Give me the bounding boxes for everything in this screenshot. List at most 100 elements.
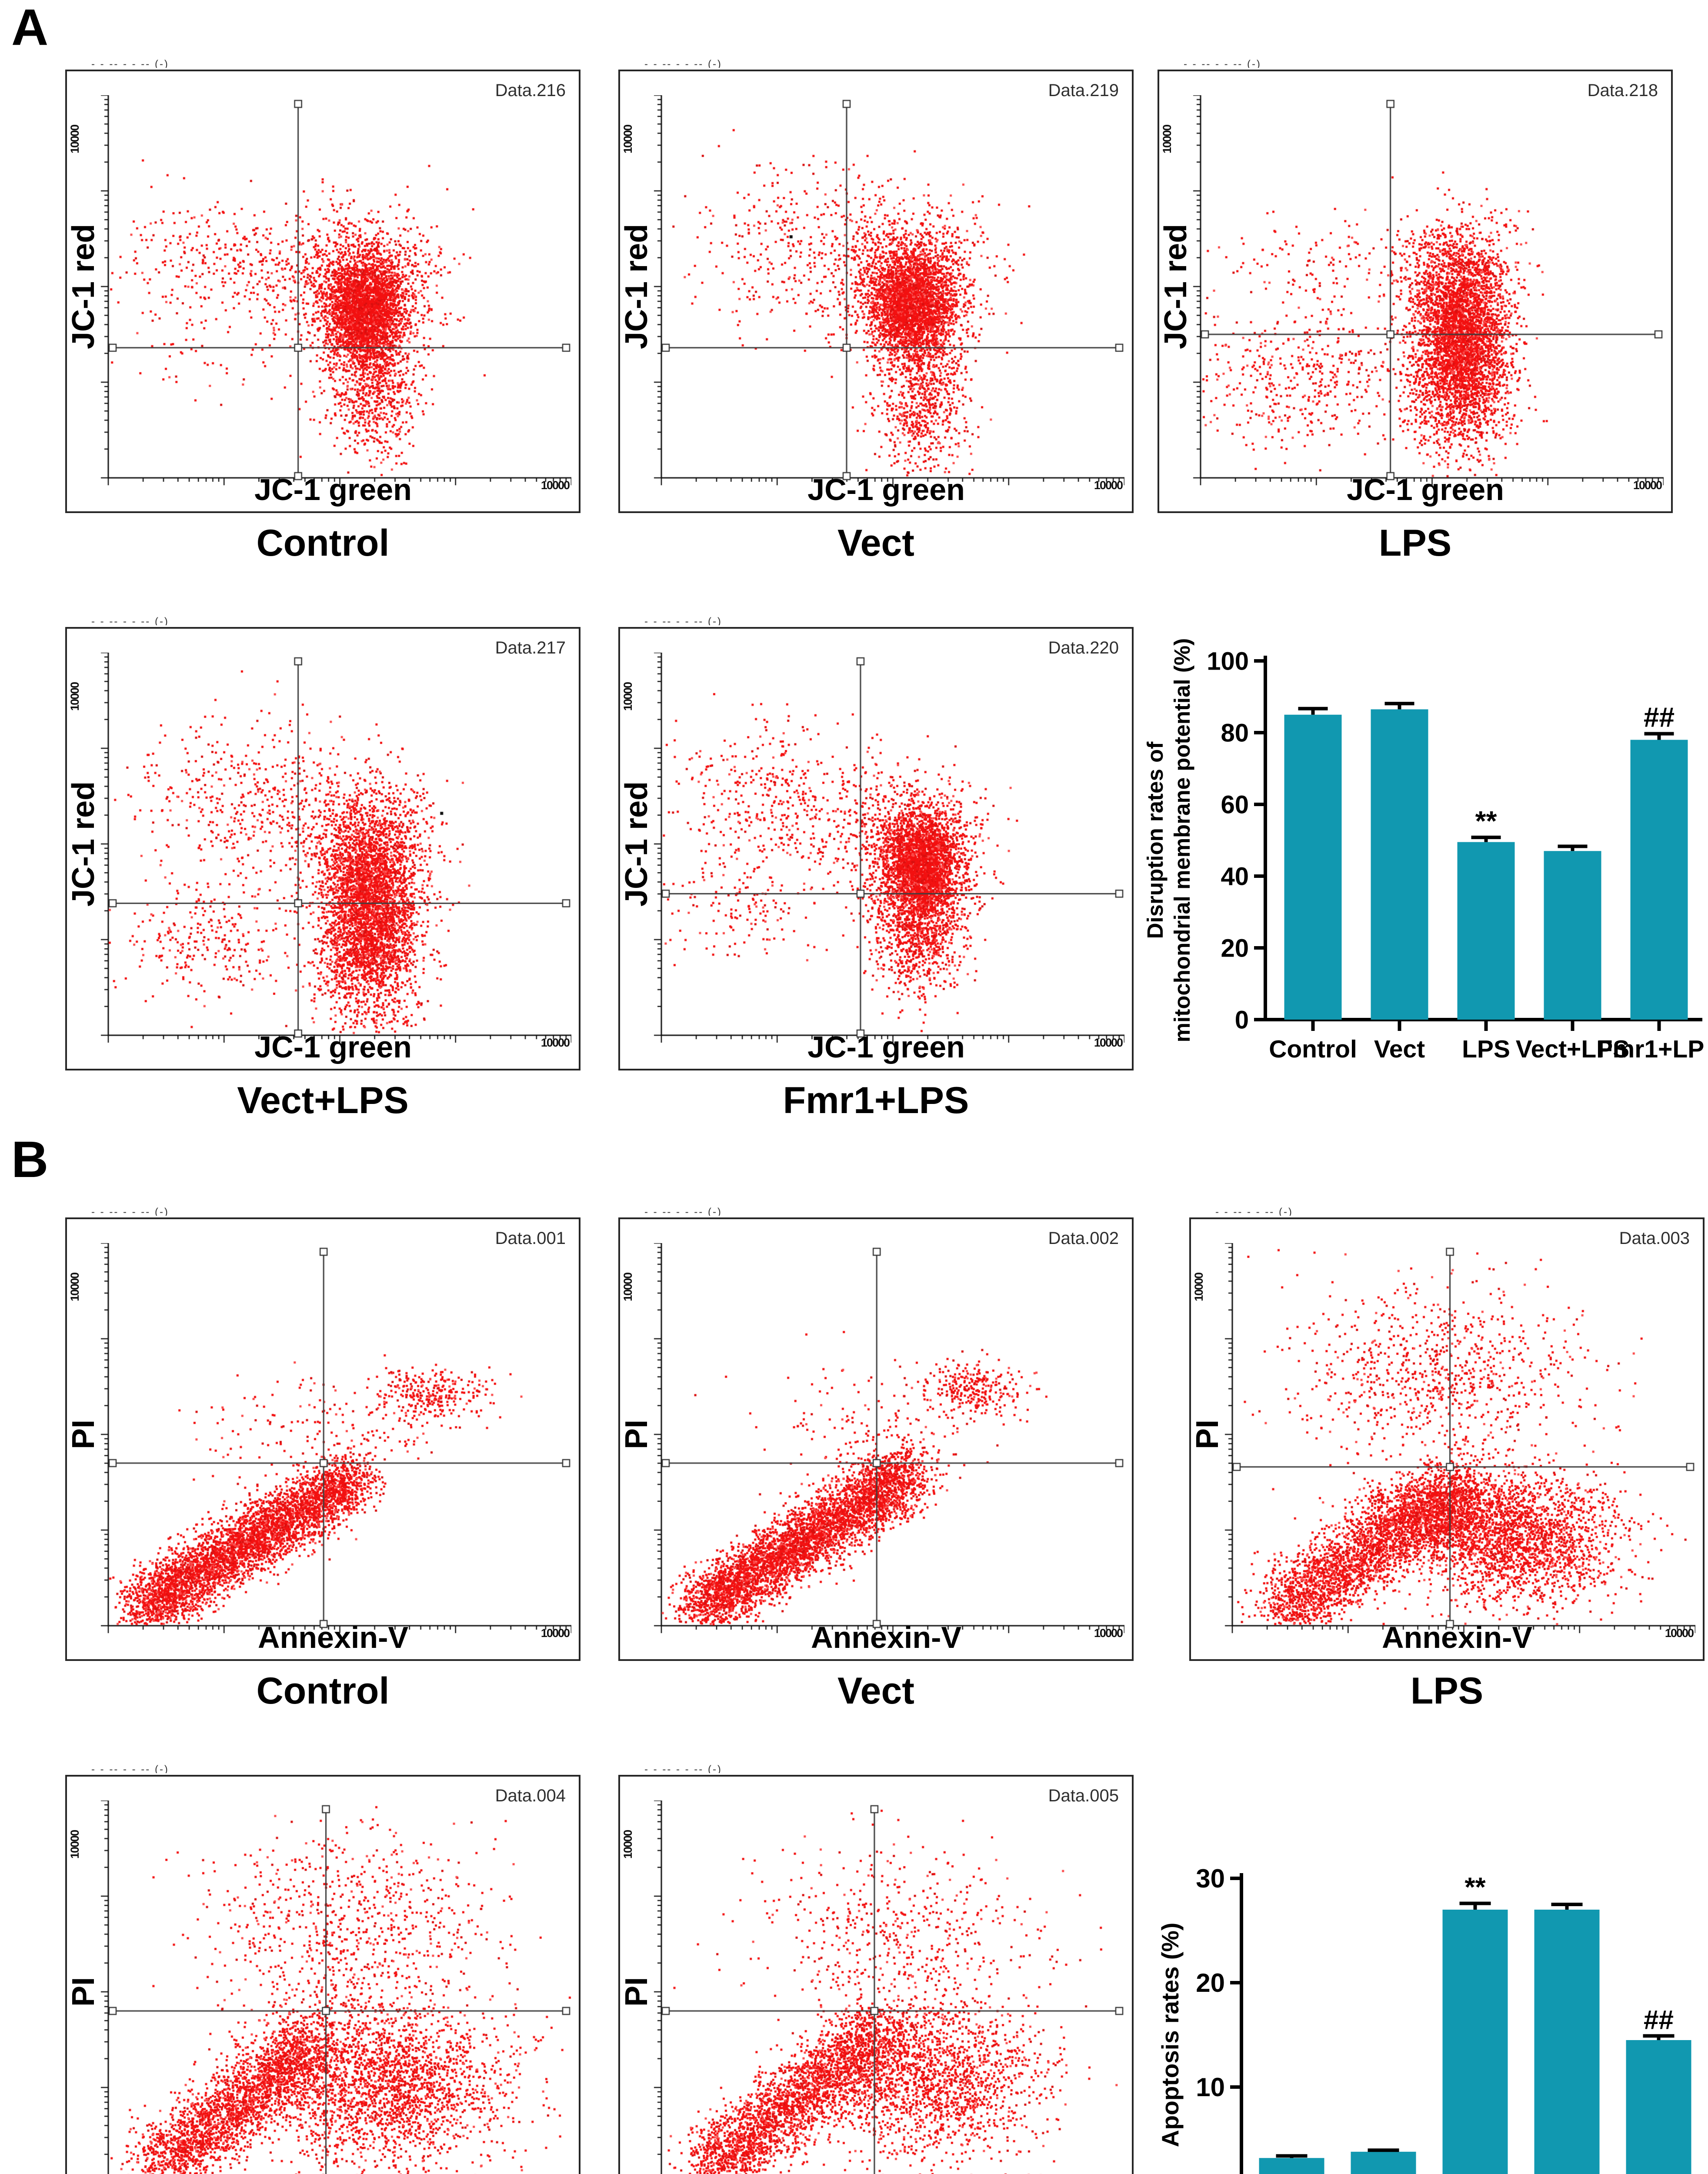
flow-plot-b-vect: - - -- - - -- (-) Data.002 10000 PI Anne… xyxy=(618,1206,1134,1724)
scatter-canvas xyxy=(644,1801,1124,2174)
y-axis-max-label: 10000 xyxy=(621,1830,634,1859)
y-axis-max-label: 10000 xyxy=(68,1830,81,1859)
bar-chart-apoptosis-rates: 0102030Apoptosis rates (%)ControlVect**L… xyxy=(1152,1853,1708,2174)
y-axis-max-label: 10000 xyxy=(621,682,634,711)
y-tick-label: 100 xyxy=(1207,647,1249,675)
bar-chart-mmp-disruption: 0 20 40 60 80 100 Disruption rates of mitochond… xyxy=(1135,639,1705,1083)
plot-frame: Data.005 10000 PI Annexin-V 10000 xyxy=(618,1775,1134,2174)
condition-label: LPS xyxy=(1410,1670,1484,1712)
scatter-canvas xyxy=(644,1243,1124,1643)
y-axis-max-label: 10000 xyxy=(621,1273,634,1301)
condition-label: Vect+LPS xyxy=(237,1080,409,1121)
plot-frame: Data.218 10000 JC-1 red JC-1 green 10000 xyxy=(1158,70,1673,513)
flow-plot-b-vect-lps: - - -- - - -- (-) Data.004 10000 PI Anne… xyxy=(65,1764,580,2174)
y-axis-title-line: mitochondrial membrane potential (%) xyxy=(1170,639,1194,1042)
bar-Vect xyxy=(1351,2151,1416,2174)
clipped-plot-title: - - -- - - -- (-) xyxy=(91,1206,169,1216)
significance-annotation: ** xyxy=(1475,805,1497,837)
clipped-plot-title: - - -- - - -- (-) xyxy=(644,1206,722,1216)
y-axis-label: PI xyxy=(1190,1419,1225,1450)
clipped-plot-title: - - -- - - -- (-) xyxy=(91,1764,169,1773)
y-axis-max-label: 10000 xyxy=(1161,125,1174,153)
bar-chart-mmp-svg: 0 20 40 60 80 100 Disruption rates of mitochond… xyxy=(1143,639,1705,1063)
x-axis-label: Annexin-V xyxy=(257,1620,409,1654)
panel-b-letter: B xyxy=(11,1131,49,1188)
y-axis-label: JC-1 red xyxy=(66,223,101,350)
y-axis-label: PI xyxy=(619,1419,654,1450)
x-axis-max-label: 10000 xyxy=(540,1627,570,1640)
y-tick-label: 20 xyxy=(1221,934,1249,962)
x-category-label: Control xyxy=(1269,1035,1357,1063)
clipped-plot-title: - - -- - - -- (-) xyxy=(644,58,722,68)
x-axis-label: JC-1 green xyxy=(254,1030,412,1064)
scatter-canvas xyxy=(91,95,571,495)
x-category-label: Vect xyxy=(1374,1035,1425,1063)
x-category-label: LPS xyxy=(1462,1035,1510,1063)
x-axis-label: JC-1 green xyxy=(807,1030,965,1064)
flow-plot-b-lps: - - -- - - -- (-) Data.003 10000 PI Anne… xyxy=(1189,1206,1705,1724)
bar-Fmr1+LPS xyxy=(1630,740,1688,1020)
plot-frame: Data.220 10000 JC-1 red JC-1 green 10000 xyxy=(618,627,1134,1070)
y-axis-label: JC-1 red xyxy=(619,223,654,350)
y-axis-title-line: Disruption rates of xyxy=(1143,741,1168,939)
y-tick-label: 10 xyxy=(1196,2073,1225,2102)
flow-plot-a-fmr1-lps: - - -- - - -- (-) Data.220 10000 JC-1 re… xyxy=(618,616,1134,1134)
x-category-label: Vect+LPS xyxy=(1516,1035,1629,1063)
x-axis-max-label: 10000 xyxy=(540,479,570,492)
x-axis-max-label: 10000 xyxy=(540,1036,570,1049)
bar-Vect+LPS xyxy=(1534,1910,1600,2174)
clipped-plot-title: - - -- - - -- (-) xyxy=(91,616,169,625)
y-axis-max-label: 10000 xyxy=(1192,1273,1205,1301)
bar-Vect xyxy=(1371,709,1428,1020)
x-axis-max-label: 10000 xyxy=(1094,479,1123,492)
y-axis-label: PI xyxy=(619,1977,654,2007)
y-axis-title-line: Apoptosis rates (%) xyxy=(1157,1923,1184,2147)
significance-annotation: ** xyxy=(1464,1873,1486,1903)
plot-frame: Data.003 10000 PI Annexin-V 10000 xyxy=(1189,1217,1705,1661)
flow-plot-a-vect: - - -- - - -- (-) Data.219 10000 JC-1 re… xyxy=(618,58,1134,576)
bar-Control xyxy=(1259,2158,1324,2174)
plot-frame: Data.001 10000 PI Annexin-V 10000 xyxy=(65,1217,580,1661)
x-axis-label: Annexin-V xyxy=(1381,1620,1533,1654)
scatter-canvas xyxy=(1215,1243,1695,1643)
x-axis-max-label: 10000 xyxy=(1094,1036,1123,1049)
y-tick-label: 80 xyxy=(1221,719,1249,747)
bar-Fmr1+LPS xyxy=(1626,2040,1691,2174)
y-tick-label: 30 xyxy=(1196,1864,1225,1893)
x-axis-label: Annexin-V xyxy=(811,1620,962,1654)
x-axis-max-label: 10000 xyxy=(1665,1627,1694,1640)
plot-frame: Data.004 10000 PI Annexin-V 10000 xyxy=(65,1775,580,2174)
scatter-canvas xyxy=(644,95,1124,495)
plot-frame: Data.216 10000 JC-1 red JC-1 green 10000 xyxy=(65,70,580,513)
panel-a-letter: A xyxy=(11,0,49,56)
plot-frame: Data.217 10000 JC-1 red JC-1 green 10000 xyxy=(65,627,580,1070)
bar-chart-apoptosis-svg: 0102030Apoptosis rates (%)ControlVect**L… xyxy=(1157,1864,1691,2174)
clipped-plot-title: - - -- - - -- (-) xyxy=(91,58,169,68)
scatter-canvas xyxy=(644,653,1124,1053)
condition-label: Control xyxy=(256,1670,390,1712)
condition-label: Vect xyxy=(837,522,914,564)
clipped-plot-title: - - -- - - -- (-) xyxy=(644,616,722,625)
flow-plot-b-control: - - -- - - -- (-) Data.001 10000 PI Anne… xyxy=(65,1206,580,1724)
condition-label: Fmr1+LPS xyxy=(783,1080,969,1121)
y-axis-label: JC-1 red xyxy=(619,781,654,907)
y-tick-label: 0 xyxy=(1235,1006,1249,1034)
bar-Vect+LPS xyxy=(1544,851,1601,1020)
y-tick-label: 40 xyxy=(1221,862,1249,890)
x-axis-max-label: 10000 xyxy=(1094,1627,1123,1640)
x-category-label: Fmr1+LPS xyxy=(1598,1035,1705,1063)
condition-label: Vect xyxy=(837,1670,914,1712)
bar-LPS xyxy=(1457,842,1515,1020)
flow-plot-a-control: - - -- - - -- (-) Data.216 10000 JC-1 re… xyxy=(65,58,580,576)
scatter-canvas xyxy=(1183,95,1664,495)
y-tick-label: 60 xyxy=(1221,790,1249,819)
y-axis-max-label: 10000 xyxy=(68,125,81,153)
flow-plot-a-vect-lps: - - -- - - -- (-) Data.217 10000 JC-1 re… xyxy=(65,616,580,1134)
clipped-plot-title: - - -- - - -- (-) xyxy=(1215,1206,1293,1216)
plot-frame: Data.219 10000 JC-1 red JC-1 green 10000 xyxy=(618,70,1134,513)
clipped-plot-title: - - -- - - -- (-) xyxy=(1184,58,1261,68)
clipped-plot-title: - - -- - - -- (-) xyxy=(644,1764,722,1773)
plot-frame: Data.002 10000 PI Annexin-V 10000 xyxy=(618,1217,1134,1661)
scatter-canvas xyxy=(91,1801,571,2174)
